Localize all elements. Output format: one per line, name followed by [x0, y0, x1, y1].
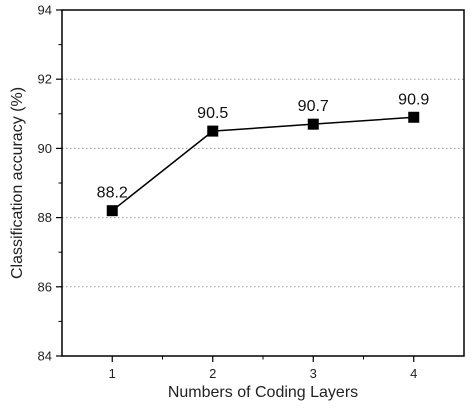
y-tick-label: 88 [38, 210, 52, 225]
x-tick-label: 4 [410, 366, 417, 381]
x-tick-label: 2 [209, 366, 216, 381]
data-point-marker [307, 118, 319, 130]
data-labels: 88.2 90.5 90.7 90.9 [97, 91, 430, 201]
plot-area-frame [61, 9, 465, 357]
data-point-marker [408, 111, 420, 123]
y-tick-label: 92 [38, 72, 52, 87]
y-axis-label: Classification accuracy (%) [9, 87, 26, 279]
data-label: 90.9 [398, 91, 429, 108]
data-point-marker [207, 125, 219, 137]
data-point-marker [106, 205, 118, 217]
y-tick-label: 90 [38, 141, 52, 156]
series-layer [106, 111, 420, 217]
data-label: 90.7 [298, 98, 329, 115]
x-axis-ticks: 1 2 3 4 [109, 356, 417, 381]
y-tick-label: 94 [38, 3, 52, 18]
x-axis-label: Numbers of Coding Layers [168, 384, 358, 401]
data-label: 88.2 [97, 185, 128, 202]
y-axis-ticks: 84 86 88 90 92 94 [38, 3, 62, 364]
grid-lines [62, 78, 464, 288]
y-tick-label: 86 [38, 279, 52, 294]
y-tick-label: 84 [38, 349, 52, 364]
data-label: 90.5 [197, 105, 228, 122]
x-tick-label: 3 [310, 366, 317, 381]
x-tick-label: 1 [109, 366, 116, 381]
series-line [111, 116, 414, 212]
